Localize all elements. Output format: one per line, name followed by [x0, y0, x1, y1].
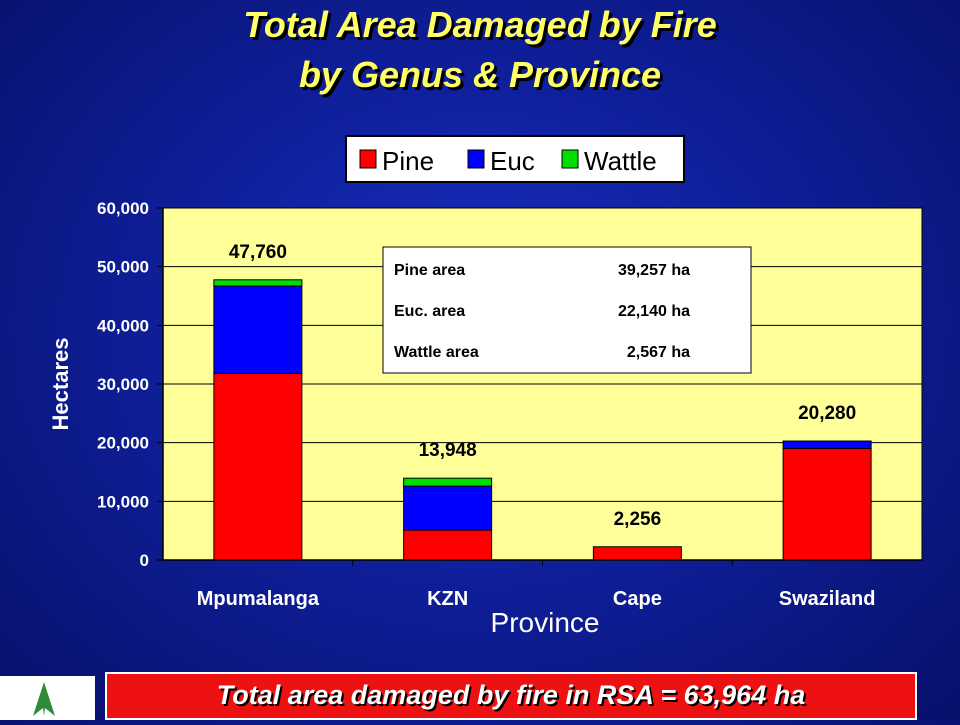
summary-row-label: Wattle area [394, 344, 479, 361]
bar-wattle-kzn [403, 477, 493, 487]
legend-label-wattle: Wattle [584, 146, 657, 176]
legend-swatch-pine [359, 149, 377, 169]
summary-row-label: Pine area [394, 262, 465, 279]
total-area-banner: Total area damaged by fire in RSA = 63,9… [105, 672, 917, 720]
summary-box [382, 246, 752, 374]
data-label-total: 20,280 [798, 403, 856, 424]
bar-pine-cape [592, 546, 682, 561]
y-tick-label: 0 [140, 551, 149, 570]
chart-title-line1: Total Area Damaged by Fire [243, 4, 717, 45]
legend-label-euc: Euc [490, 146, 535, 176]
legend-swatch-euc [467, 149, 485, 169]
summary-row-label: Euc. area [394, 303, 465, 320]
legend-label-pine: Pine [382, 146, 434, 176]
y-axis-title: Hectares [48, 338, 73, 431]
legend-box [345, 135, 685, 183]
data-label-total: 13,948 [419, 440, 477, 461]
x-tick-label: Cape [613, 588, 662, 610]
bar-pine-mpumalanga [213, 372, 303, 561]
x-tick-label: Mpumalanga [197, 588, 320, 610]
summary-row-value: 39,257 ha [618, 262, 690, 279]
x-axis-title: Province [491, 607, 600, 638]
data-label-total: 47,760 [229, 242, 287, 263]
x-tick-label: Swaziland [779, 588, 876, 610]
y-tick-label: 40,000 [97, 316, 149, 335]
bar-pine-kzn [403, 529, 493, 561]
y-tick-label: 10,000 [97, 492, 149, 511]
legend-swatch-wattle [561, 149, 579, 169]
bar-euc-swaziland [782, 440, 872, 450]
y-tick-label: 60,000 [97, 199, 149, 218]
summary-row-value: 22,140 ha [618, 303, 690, 320]
bar-pine-swaziland [782, 448, 872, 561]
y-tick-label: 20,000 [97, 434, 149, 453]
company-logo [0, 676, 95, 720]
tree-logo-icon [33, 682, 55, 716]
summary-row-value: 2,567 ha [627, 344, 690, 361]
y-tick-label: 30,000 [97, 375, 149, 394]
bar-euc-kzn [403, 485, 493, 531]
chart-title-line2: by Genus & Province [298, 54, 662, 95]
bar-wattle-mpumalanga [213, 279, 303, 287]
bar-euc-mpumalanga [213, 285, 303, 374]
x-tick-label: KZN [427, 588, 468, 610]
y-tick-label: 50,000 [97, 258, 149, 277]
data-label-total: 2,256 [614, 509, 662, 530]
